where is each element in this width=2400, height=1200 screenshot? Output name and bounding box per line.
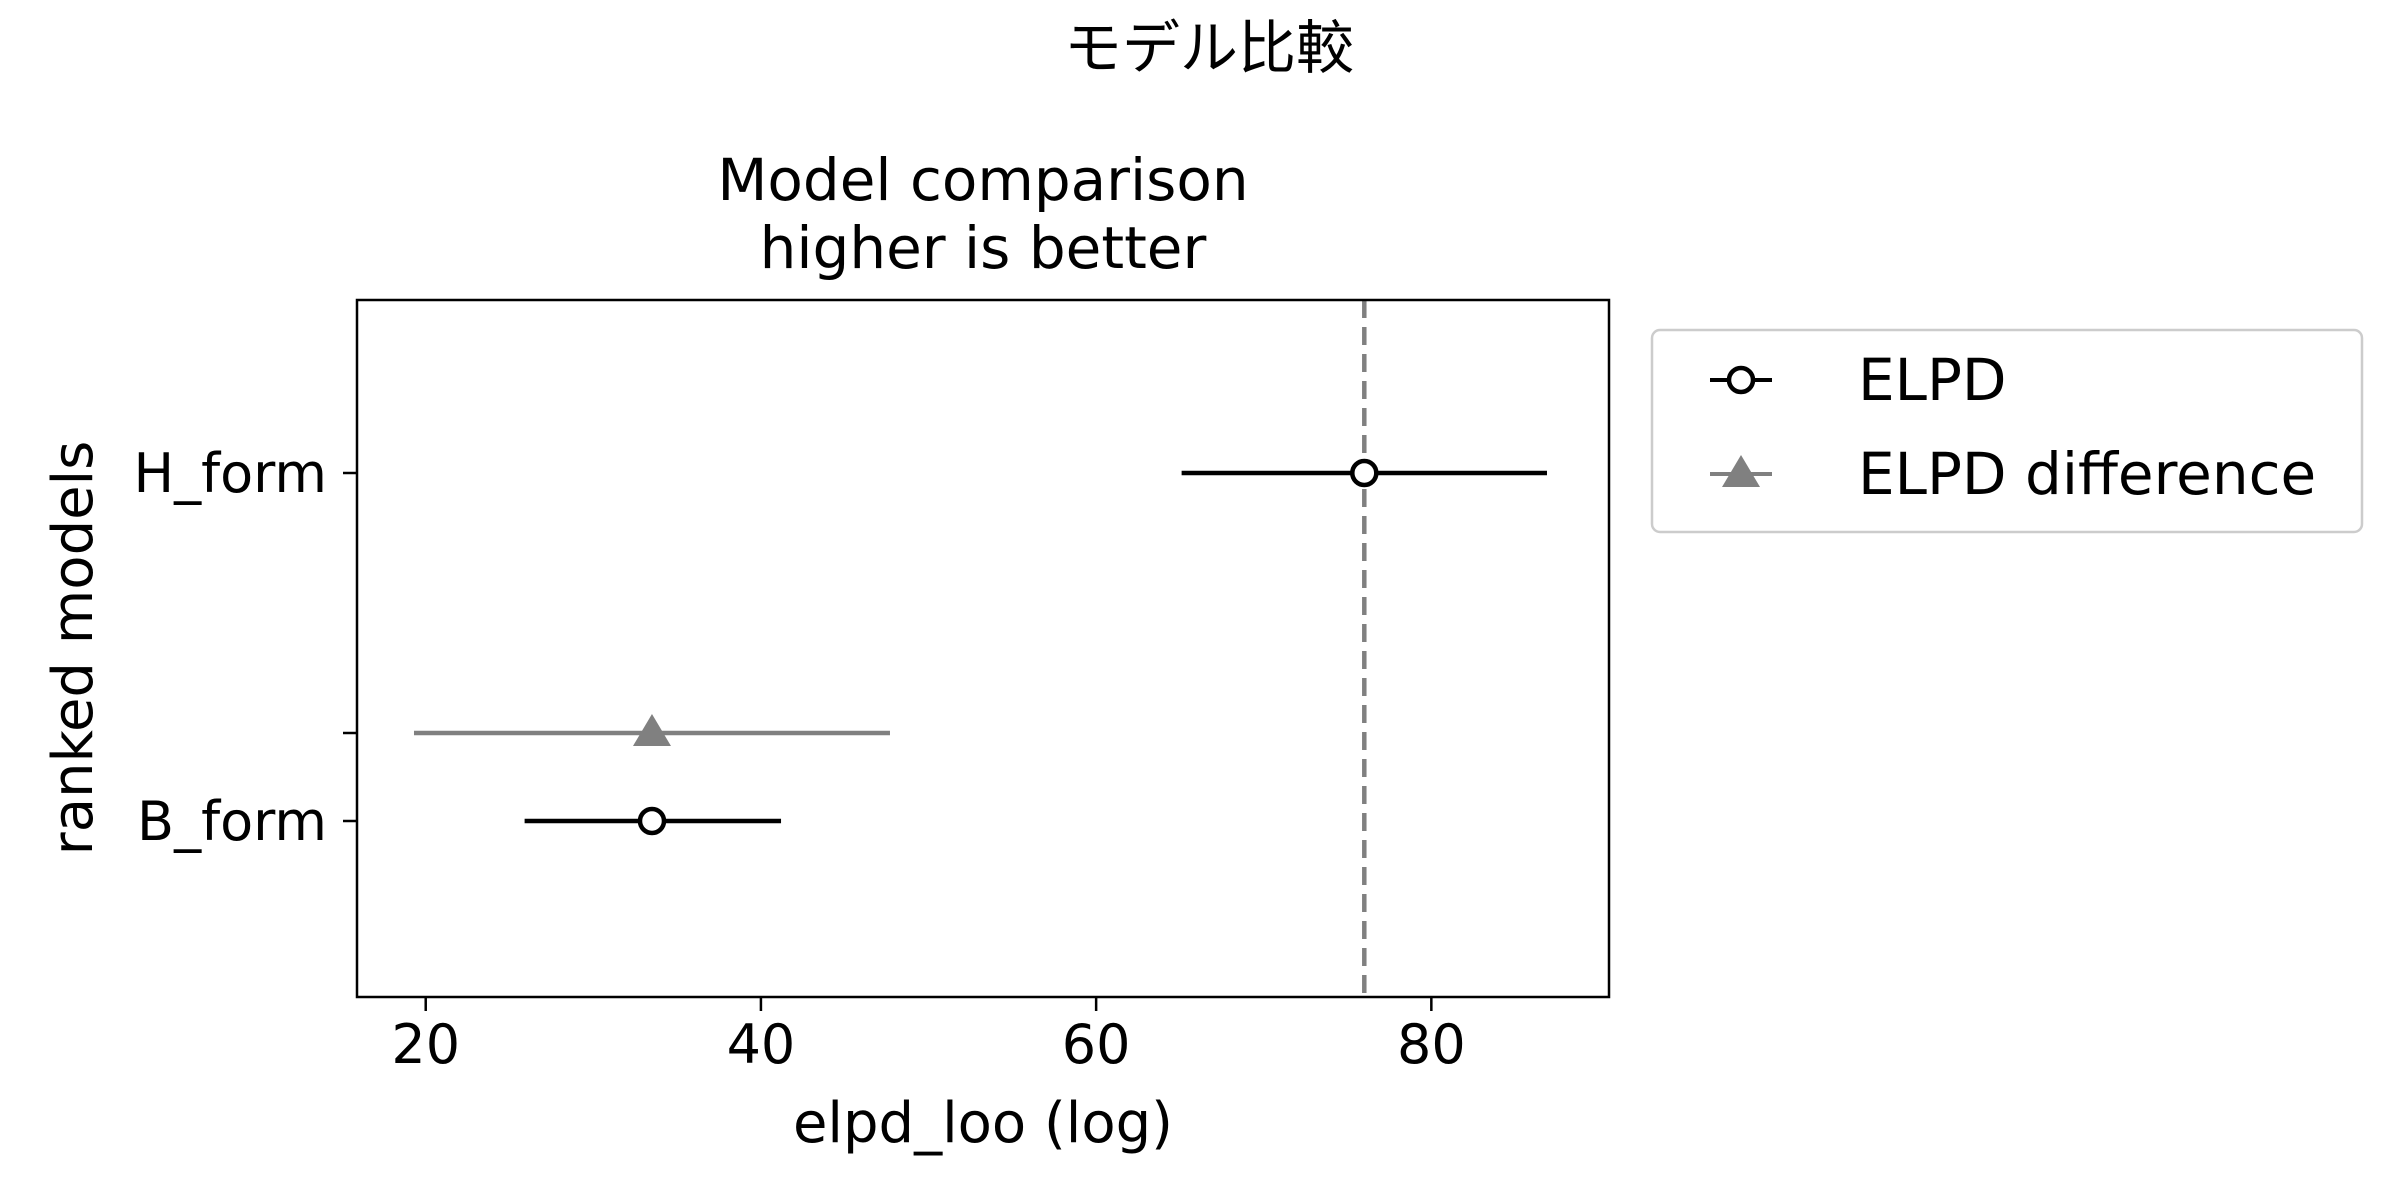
y-axis-label: ranked models [41,441,106,856]
elpd-diff-point [632,714,671,746]
x-tick-label: 40 [727,1013,796,1076]
legend: ELPD ELPD difference [1650,328,2364,534]
legend-elpd-label: ELPD [1858,346,2007,414]
x-tick-label: 20 [391,1013,460,1076]
x-tick-label: 60 [1062,1013,1131,1076]
elpd-point [637,806,667,836]
plot-title-line-1: Model comparison [717,146,1248,214]
figure-suptitle: モデル比較 [1064,14,1354,82]
legend-elpd-marker-icon [1726,365,1756,395]
x-tick-label: 80 [1397,1013,1466,1076]
elpd-point [1350,458,1379,488]
legend-diff-label: ELPD difference [1858,440,2316,508]
legend-diff-marker-icon [1722,455,1760,487]
x-axis-label: elpd_loo (log) [793,1091,1173,1156]
y-tick-label: B_form [137,790,327,853]
plot-area [413,300,1547,997]
plot-title-line-2: higher is better [760,214,1207,282]
axes-frame [355,298,1611,999]
legend-frame [1650,328,2364,534]
y-tick-label: H_form [133,442,327,505]
